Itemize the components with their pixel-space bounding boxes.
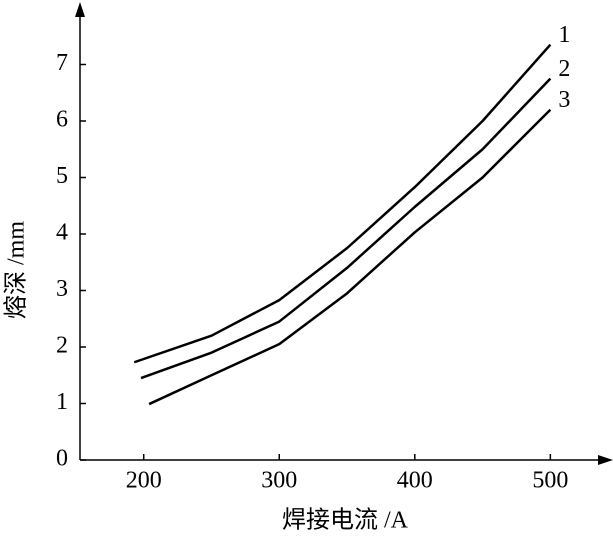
y-tick-label: 1 <box>56 389 68 415</box>
series-label: 3 <box>558 87 570 113</box>
x-tick-label: 400 <box>397 468 433 494</box>
x-tick-label: 500 <box>532 468 568 494</box>
series-line <box>133 43 552 364</box>
series-label: 2 <box>558 56 570 82</box>
y-tick-label: 3 <box>56 276 68 302</box>
y-tick-label: 2 <box>56 333 68 359</box>
series-line <box>140 77 552 380</box>
series-label: 1 <box>558 22 570 48</box>
y-axis-label: 熔深 /mm <box>3 221 30 319</box>
x-tick-label: 300 <box>261 468 297 494</box>
y-axis-arrow <box>75 2 85 17</box>
y-tick-label: 0 <box>56 446 68 472</box>
x-tick-label: 200 <box>126 468 162 494</box>
y-tick-label: 7 <box>56 50 68 76</box>
x-axis-label: 焊接电流 /A <box>282 507 409 534</box>
y-tick-label: 6 <box>56 107 68 133</box>
y-tick-label: 4 <box>56 220 68 246</box>
x-axis-arrow <box>598 455 613 465</box>
series-line <box>148 108 552 406</box>
y-tick-label: 5 <box>56 163 68 189</box>
